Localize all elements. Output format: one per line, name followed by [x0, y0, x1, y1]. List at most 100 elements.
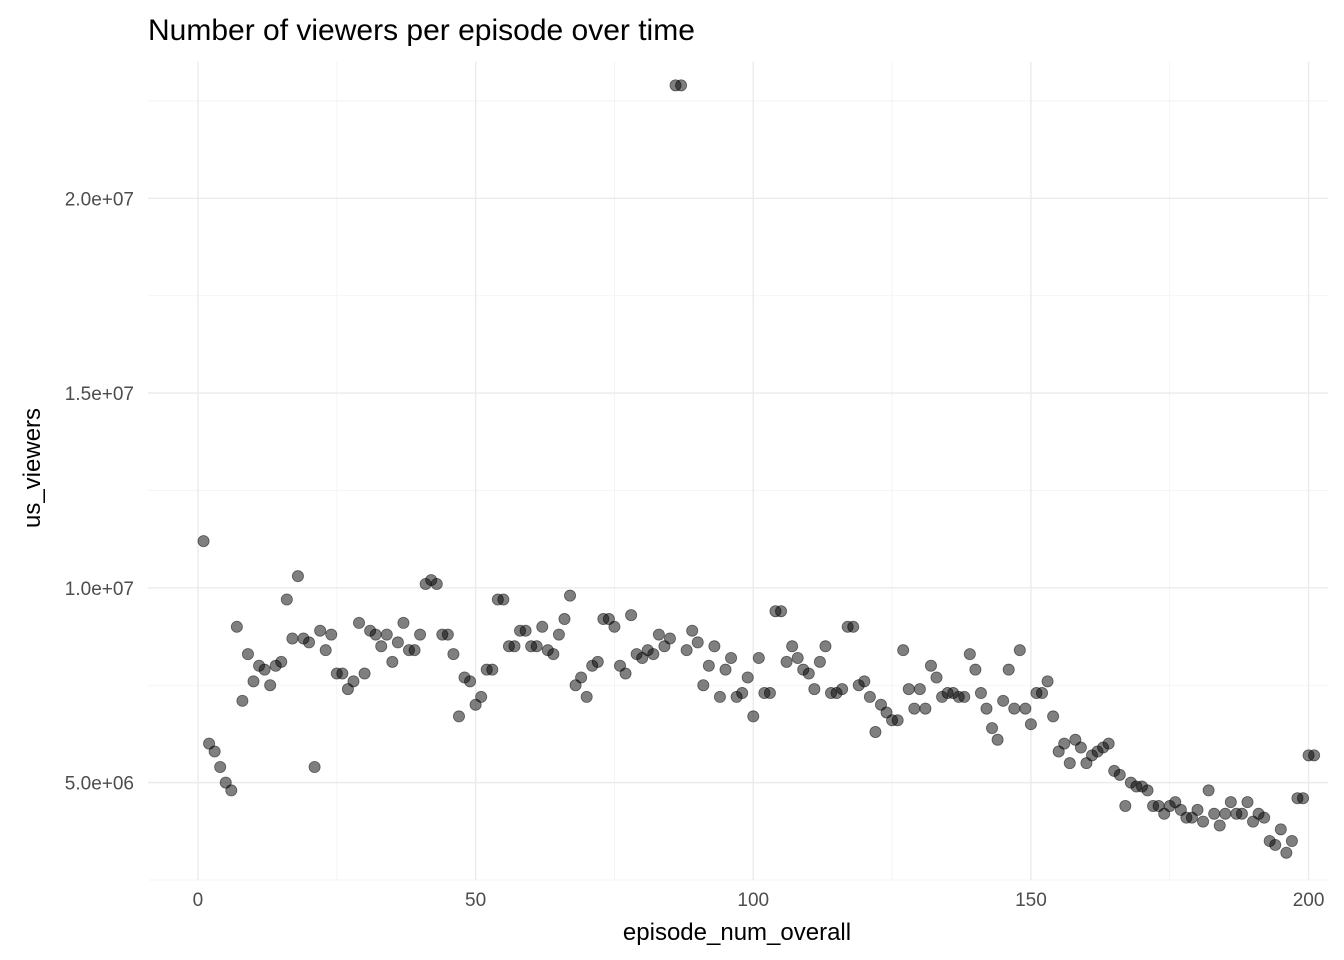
- data-point: [336, 667, 349, 680]
- data-point: [647, 648, 660, 661]
- y-tick-label: 2.0e+07: [65, 189, 134, 210]
- x-axis-title: episode_num_overall: [623, 919, 851, 946]
- data-point: [675, 79, 688, 92]
- data-point: [619, 667, 632, 680]
- data-point: [208, 745, 221, 758]
- data-point: [464, 675, 477, 688]
- data-point: [924, 659, 937, 672]
- data-point: [358, 667, 371, 680]
- data-point: [552, 628, 565, 641]
- data-points: [197, 79, 1321, 859]
- data-point: [1047, 710, 1060, 723]
- data-point: [241, 648, 254, 661]
- data-point: [902, 683, 915, 696]
- data-point: [519, 624, 532, 637]
- data-point: [897, 644, 910, 657]
- x-tick-label: 50: [465, 890, 486, 911]
- data-point: [486, 663, 499, 676]
- data-point: [1224, 796, 1237, 809]
- data-point: [391, 636, 404, 649]
- data-point: [547, 648, 560, 661]
- data-point: [775, 605, 788, 618]
- data-point: [969, 663, 982, 676]
- data-point: [1274, 823, 1287, 836]
- x-axis-ticks: 0 50 100 150 200: [193, 890, 1325, 911]
- data-point: [686, 624, 699, 637]
- data-point: [919, 702, 932, 715]
- data-point: [736, 687, 749, 700]
- data-point: [564, 589, 577, 602]
- data-point: [1213, 819, 1226, 832]
- data-point: [741, 671, 754, 684]
- data-point: [225, 784, 238, 797]
- data-point: [780, 655, 793, 668]
- data-point: [663, 632, 676, 645]
- data-point: [625, 609, 638, 622]
- data-point: [847, 620, 860, 633]
- y-tick-label: 1.5e+07: [65, 384, 134, 405]
- y-tick-label: 5.0e+06: [65, 774, 134, 795]
- data-point: [397, 616, 410, 629]
- data-point: [702, 659, 715, 672]
- data-point: [280, 593, 293, 606]
- data-point: [991, 733, 1004, 746]
- data-point: [291, 570, 304, 583]
- data-point: [230, 620, 243, 633]
- data-point: [303, 636, 316, 649]
- grid: [148, 62, 1328, 881]
- data-point: [808, 683, 821, 696]
- data-point: [958, 690, 971, 703]
- y-axis-ticks: 5.0e+06 1.0e+07 1.5e+07 2.0e+07: [65, 189, 134, 794]
- data-point: [1191, 803, 1204, 816]
- data-point: [1002, 663, 1015, 676]
- data-point: [1297, 792, 1310, 805]
- data-point: [680, 644, 693, 657]
- data-point: [369, 628, 382, 641]
- data-point: [1308, 749, 1321, 762]
- data-point: [1008, 702, 1021, 715]
- data-point: [813, 655, 826, 668]
- data-point: [1013, 644, 1026, 657]
- data-point: [1235, 807, 1248, 820]
- data-point: [1141, 784, 1154, 797]
- data-point: [430, 577, 443, 590]
- data-point: [1063, 757, 1076, 770]
- data-point: [836, 683, 849, 696]
- data-point: [891, 714, 904, 727]
- x-tick-label: 0: [193, 890, 204, 911]
- data-point: [1197, 815, 1210, 828]
- x-tick-label: 150: [1015, 890, 1047, 911]
- data-point: [197, 535, 210, 548]
- data-point: [558, 613, 571, 626]
- data-point: [986, 722, 999, 735]
- y-axis-title: us_viewers: [19, 408, 46, 528]
- chart-title: Number of viewers per episode over time: [148, 14, 695, 47]
- data-point: [747, 710, 760, 723]
- data-point: [1269, 838, 1282, 851]
- data-point: [236, 694, 249, 707]
- data-point: [286, 632, 299, 645]
- data-point: [930, 671, 943, 684]
- data-point: [408, 644, 421, 657]
- x-tick-label: 100: [737, 890, 769, 911]
- data-point: [719, 663, 732, 676]
- data-point: [1036, 687, 1049, 700]
- data-point: [1119, 799, 1132, 812]
- data-point: [247, 675, 260, 688]
- data-point: [786, 640, 799, 653]
- data-point: [1058, 737, 1071, 750]
- data-point: [974, 687, 987, 700]
- data-point: [475, 690, 488, 703]
- data-point: [508, 640, 521, 653]
- data-point: [1280, 846, 1293, 859]
- data-point: [708, 640, 721, 653]
- data-point: [530, 640, 543, 653]
- data-point: [441, 628, 454, 641]
- data-point: [608, 620, 621, 633]
- data-point: [314, 624, 327, 637]
- data-point: [908, 702, 921, 715]
- data-point: [258, 663, 271, 676]
- data-point: [386, 655, 399, 668]
- data-point: [697, 679, 710, 692]
